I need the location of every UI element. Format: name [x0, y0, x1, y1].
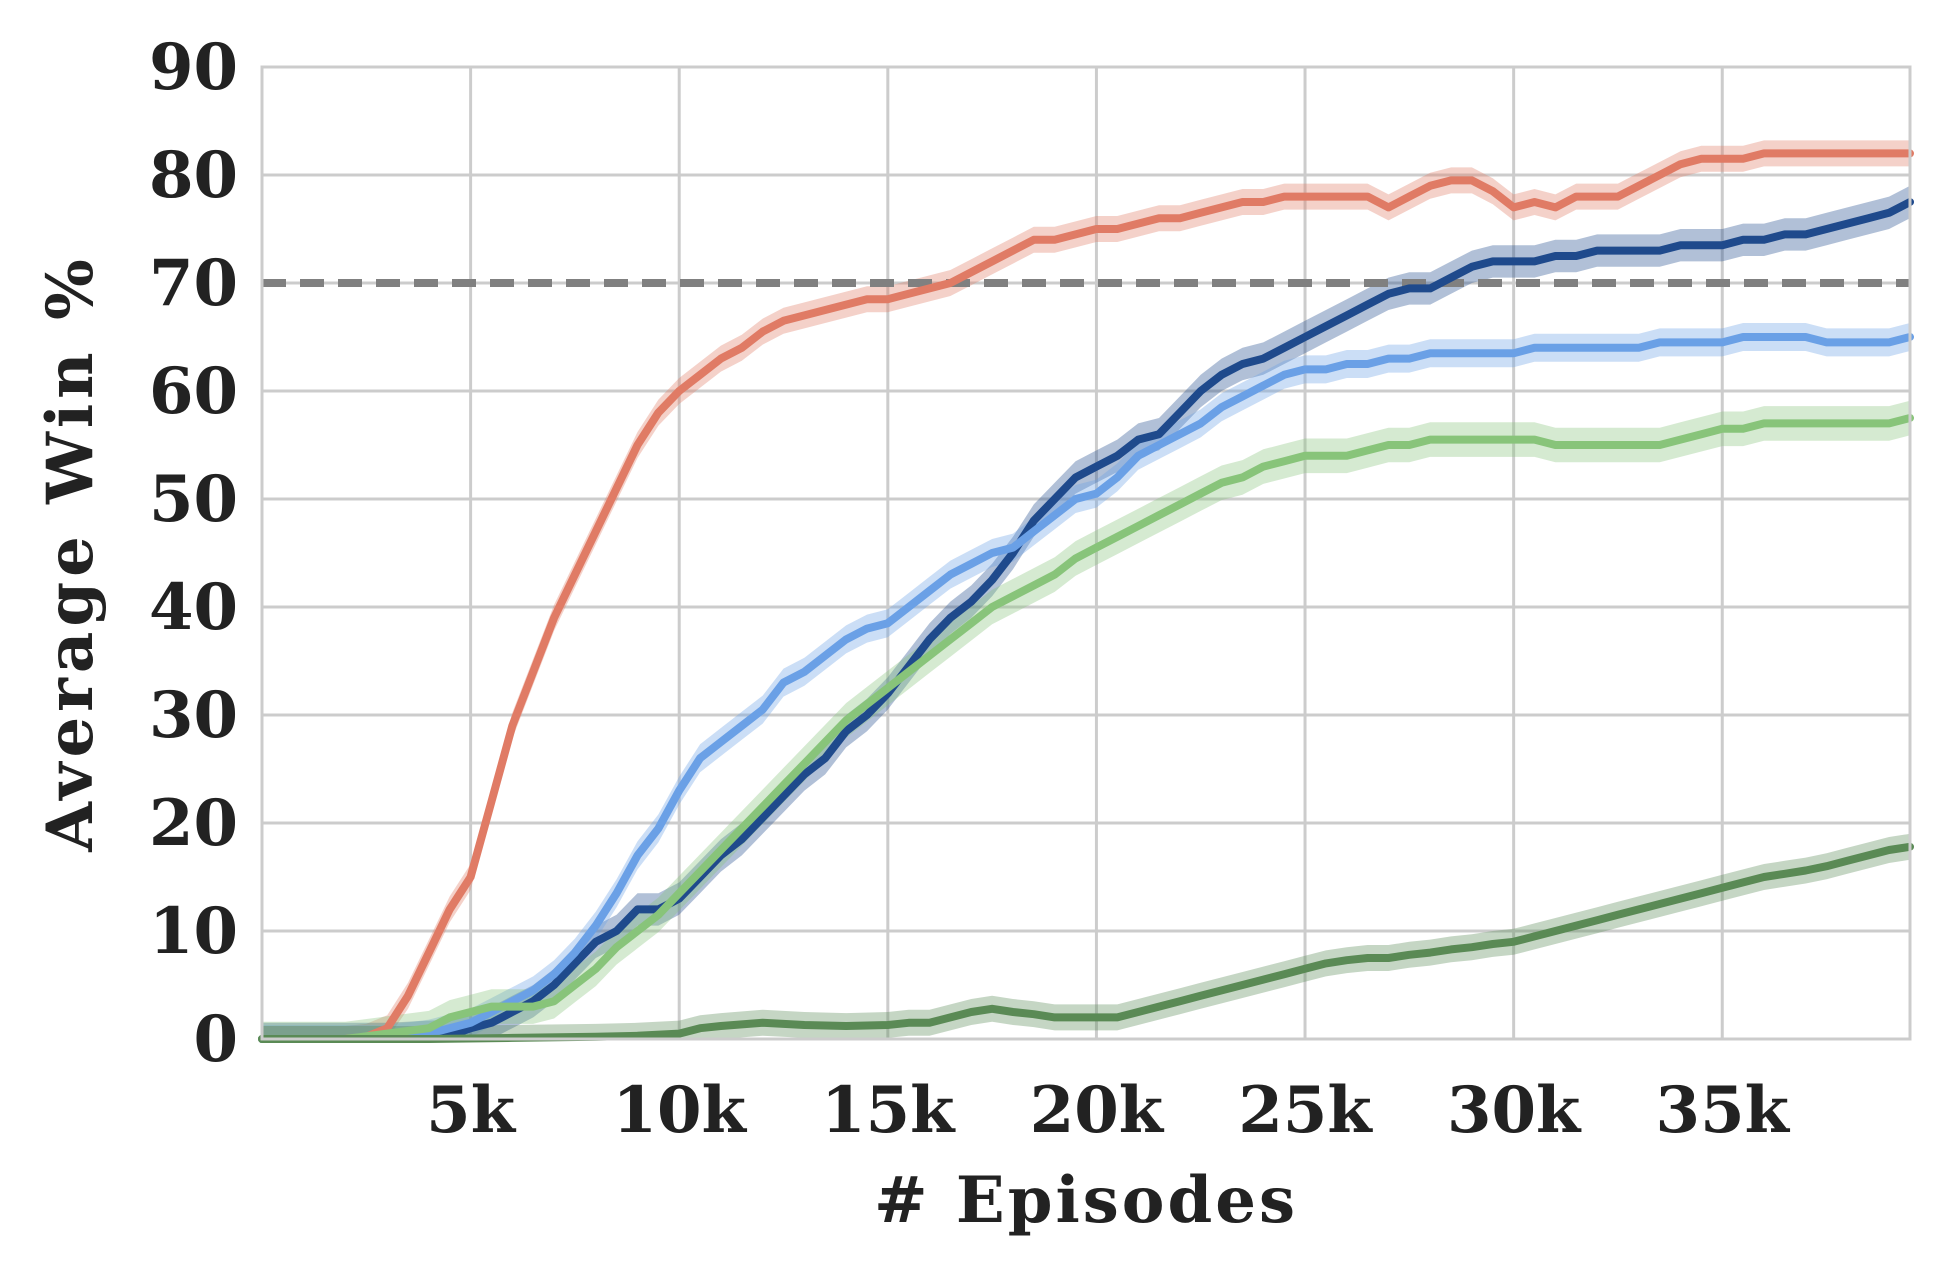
- plot-frame: [260, 65, 1912, 1041]
- y-tick-label-4: 40: [149, 570, 238, 645]
- x-tick-label-0: 5k: [426, 1073, 517, 1148]
- series-4-line: [258, 414, 1914, 1043]
- x-tick-label-2: 15k: [821, 1073, 956, 1148]
- x-tick-label-1: 10k: [613, 1073, 748, 1148]
- x-axis-label: # Episodes: [874, 1163, 1298, 1238]
- y-tick-labels: 0 10 20 30 40 50 60 70 80 90: [149, 30, 238, 1077]
- x-tick-label-3: 20k: [1030, 1073, 1165, 1148]
- series-5-band: [262, 833, 1910, 1039]
- x-tick-labels: 5k 10k 15k 20k 25k 30k 35k: [426, 1073, 1790, 1148]
- y-tick-label-1: 10: [149, 894, 238, 969]
- series-3-line: [258, 333, 1914, 1043]
- x-tick-label-5: 30k: [1447, 1073, 1582, 1148]
- y-axis-label: Average Win %: [33, 254, 108, 853]
- y-tick-label-6: 60: [149, 354, 238, 429]
- y-tick-label-0: 0: [193, 1002, 238, 1077]
- series-5-line: [258, 842, 1914, 1043]
- series-lines: [258, 149, 1914, 1043]
- x-tick-label-4: 25k: [1238, 1073, 1373, 1148]
- y-tick-label-7: 70: [149, 246, 238, 321]
- y-tick-label-5: 50: [149, 462, 238, 537]
- y-tick-label-3: 30: [149, 678, 238, 753]
- series-1-line: [258, 149, 1914, 1043]
- x-tick-label-6: 35k: [1656, 1073, 1791, 1148]
- y-tick-label-9: 90: [149, 30, 238, 105]
- y-tick-label-2: 20: [149, 786, 238, 861]
- y-tick-label-8: 80: [149, 138, 238, 213]
